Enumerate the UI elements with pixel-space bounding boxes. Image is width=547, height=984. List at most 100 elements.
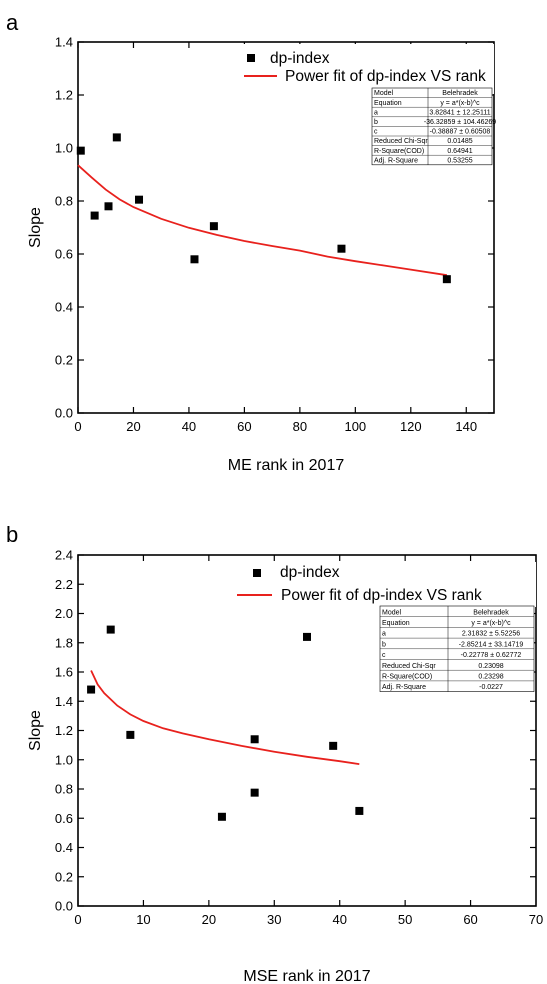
y-tick-label: 0.2 [55,353,73,368]
stats-table-value: -0.22778 ± 0.62772 [461,652,522,659]
stats-table-key: a [382,631,386,638]
data-point [329,741,338,750]
x-tick-label: 60 [237,419,251,434]
y-tick-label: 2.0 [55,606,73,621]
x-tick-label: 120 [400,419,422,434]
stats-table-value: y = a*(x-b)^c [440,100,480,107]
y-tick-label: 1.8 [55,635,73,650]
x-tick-label: 20 [126,419,140,434]
data-point [190,255,199,264]
stats-table-key: b [382,641,386,648]
stats-table-key: Equation [374,100,402,107]
data-point [209,222,218,231]
stats-table-value: y = a*(x-b)^c [471,620,511,627]
panel-label: b [6,522,18,547]
x-tick-label: 80 [293,419,307,434]
y-tick-label: 1.6 [55,665,73,680]
y-tick-label: 0.4 [55,300,73,315]
x-axis-title: ME rank in 2017 [228,457,345,474]
y-tick-label: 0.6 [55,247,73,262]
stats-table-key: Reduced Chi-Sqr [374,138,428,145]
data-point [250,788,259,797]
legend-label-fit: Power fit of dp-index VS rank [281,587,482,604]
y-tick-label: 2.4 [55,548,73,563]
y-tick-label: 0.6 [55,811,73,826]
data-point [90,211,99,220]
plot-frame [77,41,495,414]
y-tick-label: 0.8 [55,194,73,209]
data-point [355,806,364,815]
stats-table-key: Adj. R-Square [374,157,418,164]
data-point [106,625,115,634]
stats-table-value: 0.53255 [447,157,472,164]
x-tick-label: 0 [74,912,81,927]
y-tick-label: 1.4 [55,694,73,709]
stats-table-value: 0.23098 [478,663,503,670]
stats-table-value: 0.64941 [447,148,472,155]
stats-table-key: Adj. R-Square [382,684,426,691]
data-point [217,812,226,821]
data-point [303,632,311,641]
stats-table-key: R-Square(COD) [382,674,432,681]
y-tick-label: 1.4 [55,35,73,50]
data-point [104,202,113,211]
stats-table-value: -0.38887 ± 0.60508 [430,129,491,136]
stats-table-value: 2.31832 ± 5.52256 [462,631,520,638]
y-tick-label: 0.0 [55,899,73,914]
y-tick-label: 0.0 [55,406,73,421]
stats-table-key: b [374,119,378,126]
x-tick-label: 100 [344,419,366,434]
y-tick-label: 1.0 [55,141,73,156]
y-tick-label: 1.2 [55,88,73,103]
data-point [135,195,144,204]
power-fit-line [77,164,448,277]
stats-table-key: c [374,129,378,136]
stats-table-key: a [374,109,378,116]
y-tick-label: 2.2 [55,577,73,592]
y-tick-label: 1.0 [55,752,73,767]
y-tick-label: 0.2 [55,869,73,884]
legend-label-dp-index: dp-index [280,564,340,581]
y-axis-title: Slope [27,710,44,751]
y-tick-label: 1.2 [55,723,73,738]
x-tick-label: 40 [182,419,196,434]
power-fit-line [90,670,360,765]
x-tick-label: 30 [267,912,281,927]
legend-label-dp-index: dp-index [270,50,330,67]
stats-table-value: -36.32859 ± 104.46269 [424,119,496,126]
legend-label-fit: Power fit of dp-index VS rank [285,68,486,85]
x-tick-label: 0 [74,419,81,434]
y-tick-label: 0.4 [55,840,73,855]
stats-table-key: Model [374,90,394,97]
data-point [126,730,135,739]
x-tick-label: 60 [463,912,477,927]
stats-table-value: 0.23298 [478,674,503,681]
stats-table-key: c [382,652,386,659]
x-tick-label: 70 [529,912,543,927]
data-point [250,735,259,744]
stats-table-value: 0.01485 [447,138,472,145]
x-tick-label: 10 [136,912,150,927]
data-point [112,133,121,142]
stats-table-key: R-Square(COD) [374,148,424,155]
stats-table-key: Equation [382,620,410,627]
x-tick-label: 40 [332,912,346,927]
legend-marker-dp-index [253,569,261,577]
data-point [337,244,346,253]
stats-table-key: Reduced Chi-Sqr [382,663,436,670]
stats-table-value: Belehradek [473,609,509,616]
x-tick-label: 140 [455,419,477,434]
y-axis-title: Slope [27,207,44,248]
stats-table-value: -2.85214 ± 33.14719 [459,641,524,648]
x-axis-title: MSE rank in 2017 [243,968,370,984]
stats-table-value: -0.0227 [479,684,503,691]
stats-table-value: 3.82841 ± 12.25111 [429,109,490,116]
stats-table-key: Model [382,609,402,616]
legend-box [233,562,536,607]
panel-label: a [6,10,19,35]
legend-marker-dp-index [247,54,255,62]
data-point [76,146,85,155]
y-tick-label: 0.8 [55,782,73,797]
data-point [442,275,451,284]
